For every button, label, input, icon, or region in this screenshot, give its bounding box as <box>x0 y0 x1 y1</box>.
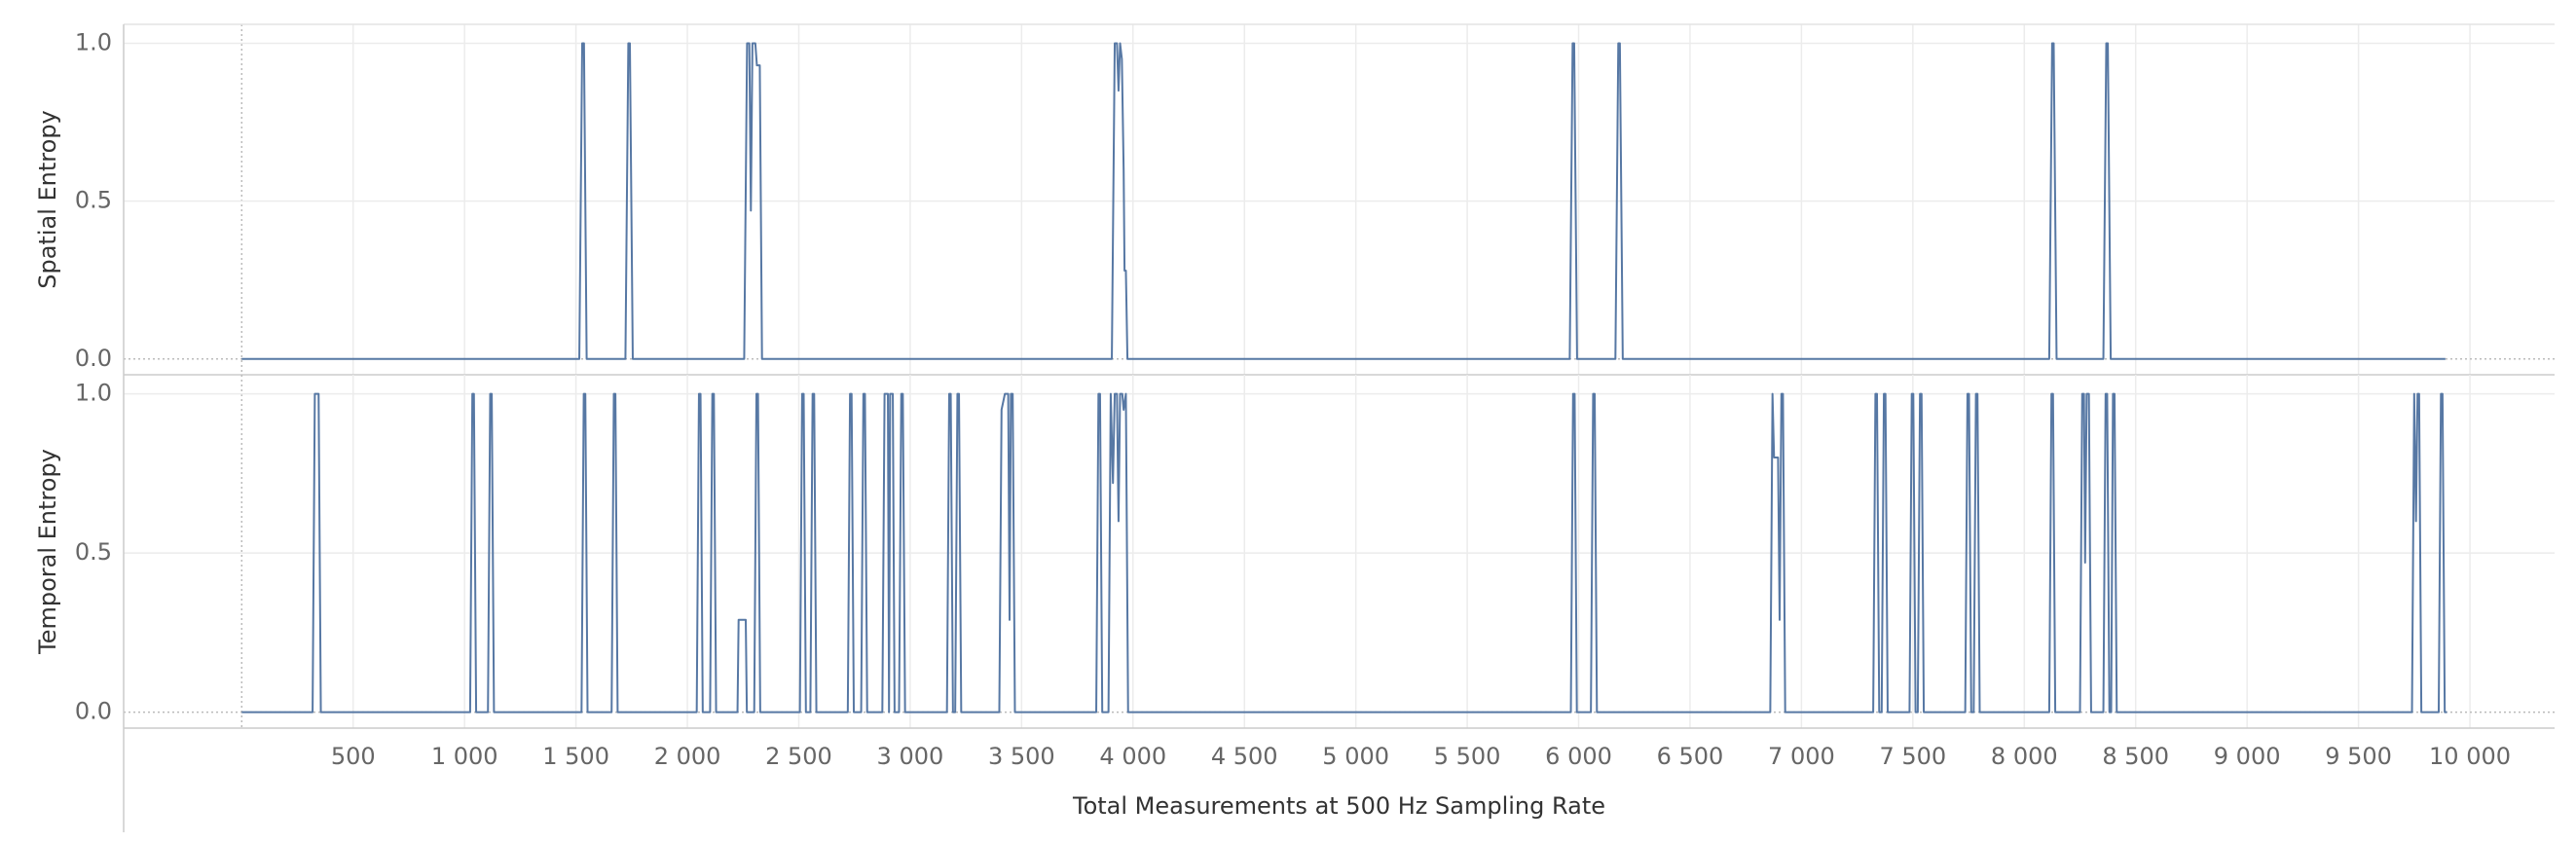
x-tick-label: 6 000 <box>1545 743 1612 770</box>
x-tick-label: 2 000 <box>654 743 721 770</box>
x-axis-title: Total Measurements at 500 Hz Sampling Ra… <box>1072 792 1605 820</box>
y-tick-label: 1.0 <box>75 380 112 407</box>
y-tick-label: 0.0 <box>75 698 112 725</box>
x-tick-label: 7 000 <box>1768 743 1835 770</box>
x-tick-label: 5 000 <box>1322 743 1389 770</box>
x-tick-label: 10 000 <box>2429 743 2511 770</box>
y-tick-label: 1.0 <box>75 28 112 55</box>
x-tick-label: 4 000 <box>1099 743 1166 770</box>
y-tick-label: 0.5 <box>75 538 112 566</box>
x-tick-label: 8 500 <box>2102 743 2169 770</box>
x-tick-label: 5 500 <box>1434 743 1501 770</box>
x-tick-label: 500 <box>331 743 376 770</box>
y-axis-title: Temporal Entropy <box>34 449 61 655</box>
y-tick-label: 0.0 <box>75 345 112 372</box>
x-tick-label: 4 500 <box>1211 743 1278 770</box>
line-series <box>241 392 2447 714</box>
x-tick-label: 1 500 <box>542 743 609 770</box>
y-tick-label: 0.5 <box>75 187 112 214</box>
x-tick-label: 3 000 <box>877 743 944 770</box>
y-axis-title: Spatial Entropy <box>34 110 61 289</box>
x-tick-label: 6 500 <box>1657 743 1724 770</box>
x-tick-label: 9 000 <box>2214 743 2281 770</box>
x-tick-label: 8 000 <box>1991 743 2058 770</box>
x-tick-label: 9 500 <box>2325 743 2392 770</box>
line-series <box>241 42 2446 360</box>
x-tick-label: 1 000 <box>431 743 498 770</box>
x-tick-label: 2 500 <box>765 743 832 770</box>
x-tick-label: 7 500 <box>1879 743 1946 770</box>
x-tick-label: 3 500 <box>988 743 1055 770</box>
